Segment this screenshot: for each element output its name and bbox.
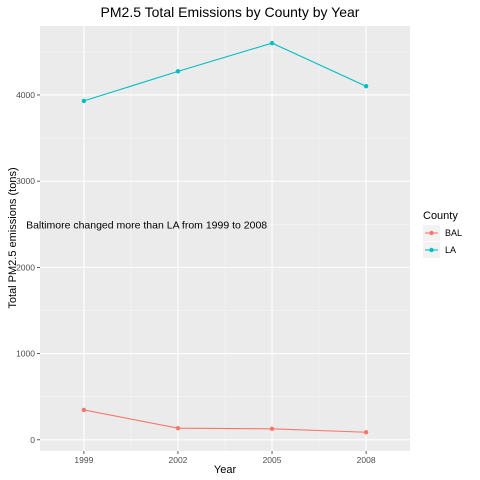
x-tick-label: 2002 [169, 455, 188, 465]
y-tick-label: 1000 [16, 349, 35, 359]
data-point-la [175, 69, 181, 74]
legend: County BAL LA [423, 210, 462, 258]
legend-key-point-la [429, 247, 434, 253]
x-tick-label: 2008 [357, 455, 376, 465]
y-tick-label: 2000 [16, 262, 35, 272]
legend-key-point-bal [429, 230, 434, 236]
x-tick-label: 2005 [263, 455, 282, 465]
y-axis-ticks: 0 1000 2000 3000 4000 [16, 90, 40, 445]
series-layer [81, 40, 369, 435]
data-point-la [269, 40, 275, 46]
series-line-la [83, 42, 367, 102]
x-axis-title: Year [214, 464, 237, 476]
legend-title: County [423, 210, 458, 222]
data-point-bal [269, 426, 275, 432]
data-point-bal [175, 426, 181, 431]
y-tick-label: 3000 [16, 176, 35, 186]
x-tick-label: 1999 [74, 455, 93, 465]
legend-label-la: LA [445, 245, 456, 255]
data-point-la [363, 84, 369, 89]
data-point-bal [363, 430, 369, 435]
y-tick-label: 4000 [16, 90, 35, 100]
y-tick-label: 0 [30, 435, 35, 445]
data-point-bal [81, 407, 87, 413]
minor-gridlines [40, 26, 410, 451]
chart-annotation: Baltimore changed more than LA from 1999… [26, 219, 267, 231]
series-line-bal [83, 409, 367, 433]
x-axis-ticks: 1999 2002 2005 2008 [74, 451, 376, 465]
y-axis-title: Total PM2.5 emissions (tons) [7, 167, 19, 308]
legend-label-bal: BAL [445, 228, 462, 238]
major-gridlines [40, 26, 410, 451]
data-point-la [81, 98, 87, 104]
legend-items: BAL LA [423, 225, 462, 258]
chart-title: PM2.5 Total Emissions by County by Year [101, 4, 360, 20]
